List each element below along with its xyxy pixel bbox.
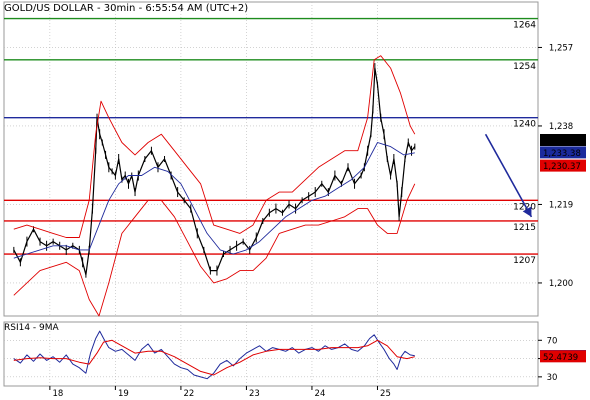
price-tick-label: 1,219: [549, 200, 573, 210]
level-label-1240: 1240: [513, 120, 536, 130]
series-price: [13, 67, 416, 276]
x-tick-label: 25: [380, 389, 391, 399]
x-tick-label: 24: [315, 389, 326, 399]
rsi-tag-box: [540, 350, 586, 363]
price-tag-box: [540, 133, 586, 146]
trend-arrow-shaft: [484, 133, 533, 218]
price-tag-text: 1,233.38: [543, 149, 581, 159]
level-label-1215: 1215: [513, 223, 536, 233]
series-bollinger-upper: [13, 55, 416, 238]
x-tick-label: 19: [118, 389, 129, 399]
rsi-grid: [4, 322, 538, 386]
rsi-series-RSI14: [13, 330, 415, 380]
price-tag-box: [540, 159, 586, 172]
series-moving-average-fast: [13, 142, 415, 259]
trend-arrow-head: [522, 206, 532, 217]
rsi-series-group: [13, 330, 415, 380]
x-tick-label: 22: [183, 389, 194, 399]
chart-title: GOLD/US DOLLAR - 30min - 6:55:54 AM (UTC…: [4, 3, 248, 14]
price-tag-box: [540, 146, 586, 159]
series-bollinger-lower: [13, 183, 416, 317]
rsi-tag-text: 52.4739: [543, 353, 578, 363]
x-axis: 18 19 22 23 24 25: [49, 386, 391, 399]
price-y-axis: 1,257 1,238 1,219 1,200 1,233.73 1,233.38 1,23…: [538, 43, 586, 289]
price-tag-text: 1,230.37: [543, 162, 581, 172]
level-label-1254: 1254: [513, 62, 536, 72]
rsi-y-axis: 70503052.780352.4739: [538, 336, 586, 383]
x-tick-label: 23: [249, 389, 260, 399]
trend-arrow: [484, 133, 533, 218]
x-tick-label: 18: [52, 389, 63, 399]
level-label-1220: 1220: [513, 202, 536, 212]
rsi-panel-frame: [3, 321, 539, 387]
price-panel-frame: [3, 1, 539, 317]
rsi-series-9MA: [13, 339, 415, 376]
level-label-1264: 1264: [513, 21, 536, 31]
rsi-panel-title: RSI14 - 9MA: [4, 323, 60, 333]
price-tick-label: 1,238: [549, 122, 573, 132]
price-tick-label: 1,257: [549, 43, 573, 53]
price-tick-label: 1,200: [549, 279, 573, 289]
price-series-group: [13, 55, 416, 317]
rsi-tick-label: 70: [547, 336, 558, 346]
price-tag-text: 1,233.73: [543, 136, 581, 146]
rsi-tick-label: 30: [547, 373, 558, 383]
level-label-1207: 1207: [513, 256, 536, 266]
support-resistance-levels: 1264 1254 1240 1220 1215 1207: [4, 17, 538, 266]
